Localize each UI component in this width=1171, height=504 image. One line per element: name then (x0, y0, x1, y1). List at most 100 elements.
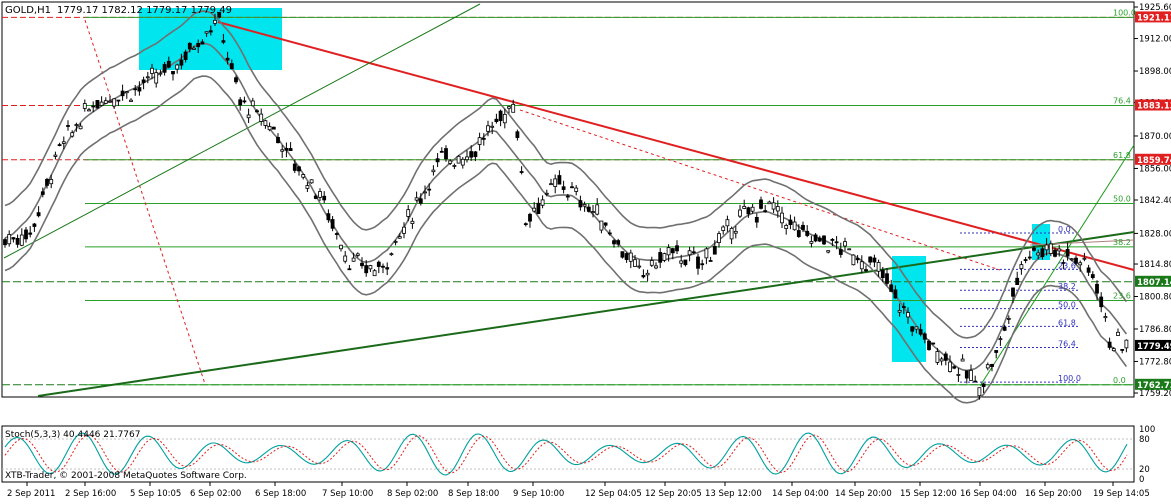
candle-body (469, 151, 474, 158)
candle-body (288, 148, 293, 151)
local-fib-label: 0.0 (1058, 225, 1071, 234)
candle-body (11, 237, 16, 240)
candle-body (1044, 244, 1049, 251)
candle-body (927, 340, 931, 351)
candle-body (939, 358, 944, 362)
candle-body (313, 195, 318, 199)
candle-body (343, 255, 348, 262)
x-tick-label: 15 Sep 12:00 (900, 489, 957, 499)
price-level-label: 1762.73 (1137, 381, 1171, 391)
stoch-y-label: 100 (1139, 425, 1155, 435)
candle-body (914, 326, 919, 330)
candle-body (922, 333, 927, 340)
candle-body (28, 232, 33, 235)
candle-body (708, 260, 713, 262)
candle-body (70, 132, 75, 137)
candle-body (880, 269, 885, 278)
bollinger-lower (4, 75, 1128, 404)
candle-body (133, 88, 138, 91)
stoch-y-label: 80 (1139, 435, 1150, 445)
candle-body (145, 76, 150, 79)
candle-body (78, 125, 83, 130)
candle-body (620, 251, 625, 258)
candle-body (540, 199, 545, 206)
candle-body (952, 366, 957, 369)
candle-body (217, 12, 222, 18)
fib-label: 38.2 (1113, 238, 1131, 247)
candle-body (91, 105, 96, 108)
candle-body (351, 257, 356, 262)
bollinger-layer (4, 10, 1128, 404)
candle-body (259, 113, 264, 122)
candle-body (280, 149, 285, 152)
y-tick-label: 1856.00 (1139, 164, 1171, 174)
candle-body (347, 268, 352, 271)
candle-body (271, 126, 276, 130)
red-dotted-trendline-2 (519, 109, 1001, 271)
stoch-y-label: 20 (1139, 465, 1150, 475)
candle-body (473, 151, 478, 158)
candle-body (427, 188, 432, 191)
candle-body (855, 258, 860, 261)
local-fib-label: 38.2 (1058, 282, 1076, 291)
candle-body (847, 248, 852, 251)
candle-body (402, 226, 406, 234)
candle-body (553, 178, 558, 187)
x-tick-label: 13 Sep 12:00 (705, 489, 762, 499)
candle-body (796, 230, 801, 237)
candle-body (1006, 317, 1011, 320)
price-level-box (1135, 378, 1171, 390)
candle-body (49, 179, 54, 185)
candle-body (771, 202, 776, 210)
local-fib-label: 50.0 (1058, 301, 1076, 310)
candle-body (263, 120, 268, 126)
candle-body (889, 284, 894, 292)
stoch-signal-line (4, 434, 1128, 474)
candle-body (192, 47, 196, 50)
candle-body (431, 169, 436, 173)
candle-body (843, 241, 847, 247)
candle-body (40, 191, 45, 195)
candle-body (61, 141, 66, 144)
y-tick-label: 1772.80 (1139, 357, 1171, 367)
candle-body (935, 351, 940, 363)
candle-body (238, 99, 243, 106)
candle-body (565, 195, 570, 198)
y-tick-label: 1786.80 (1139, 325, 1171, 335)
candle-body (901, 306, 906, 308)
candle-body (683, 259, 688, 266)
candle-body (1057, 248, 1062, 252)
candle-body (103, 100, 108, 104)
candle-body (654, 265, 658, 269)
y-tick-label: 1759.20 (1139, 389, 1171, 399)
candle-body (360, 262, 364, 267)
candle-body (1032, 247, 1036, 251)
candle-body (1053, 249, 1057, 257)
candle-body (897, 310, 902, 313)
candle-body (305, 185, 310, 189)
candle-body (805, 230, 810, 236)
fib-label: 50.0 (1113, 194, 1131, 203)
x-tick-label: 14 Sep 04:00 (772, 489, 829, 499)
candle-body (754, 216, 759, 223)
bollinger-middle (4, 42, 1128, 372)
candle-body (948, 361, 952, 372)
candle-body (507, 106, 511, 109)
candle-body (998, 338, 1003, 341)
x-tick-label: 8 Sep 18:00 (448, 489, 499, 499)
price-level-box (1135, 339, 1171, 351)
candle-body (679, 260, 684, 264)
candle-body (418, 198, 423, 204)
price-level-label: 1883.13 (1137, 102, 1171, 112)
candle-body (624, 253, 629, 260)
candle-body (746, 207, 751, 215)
candle-body (826, 250, 831, 253)
price-level-label: 1921.11 (1137, 13, 1171, 23)
candle-body (570, 186, 574, 189)
candle-body (717, 233, 721, 243)
x-tick-label: 8 Sep 02:00 (387, 489, 438, 499)
x-tick-label: 16 Sep 04:00 (960, 489, 1017, 499)
price-level-box (1135, 153, 1171, 165)
candle-body (1078, 262, 1083, 266)
candle-body (561, 186, 566, 190)
